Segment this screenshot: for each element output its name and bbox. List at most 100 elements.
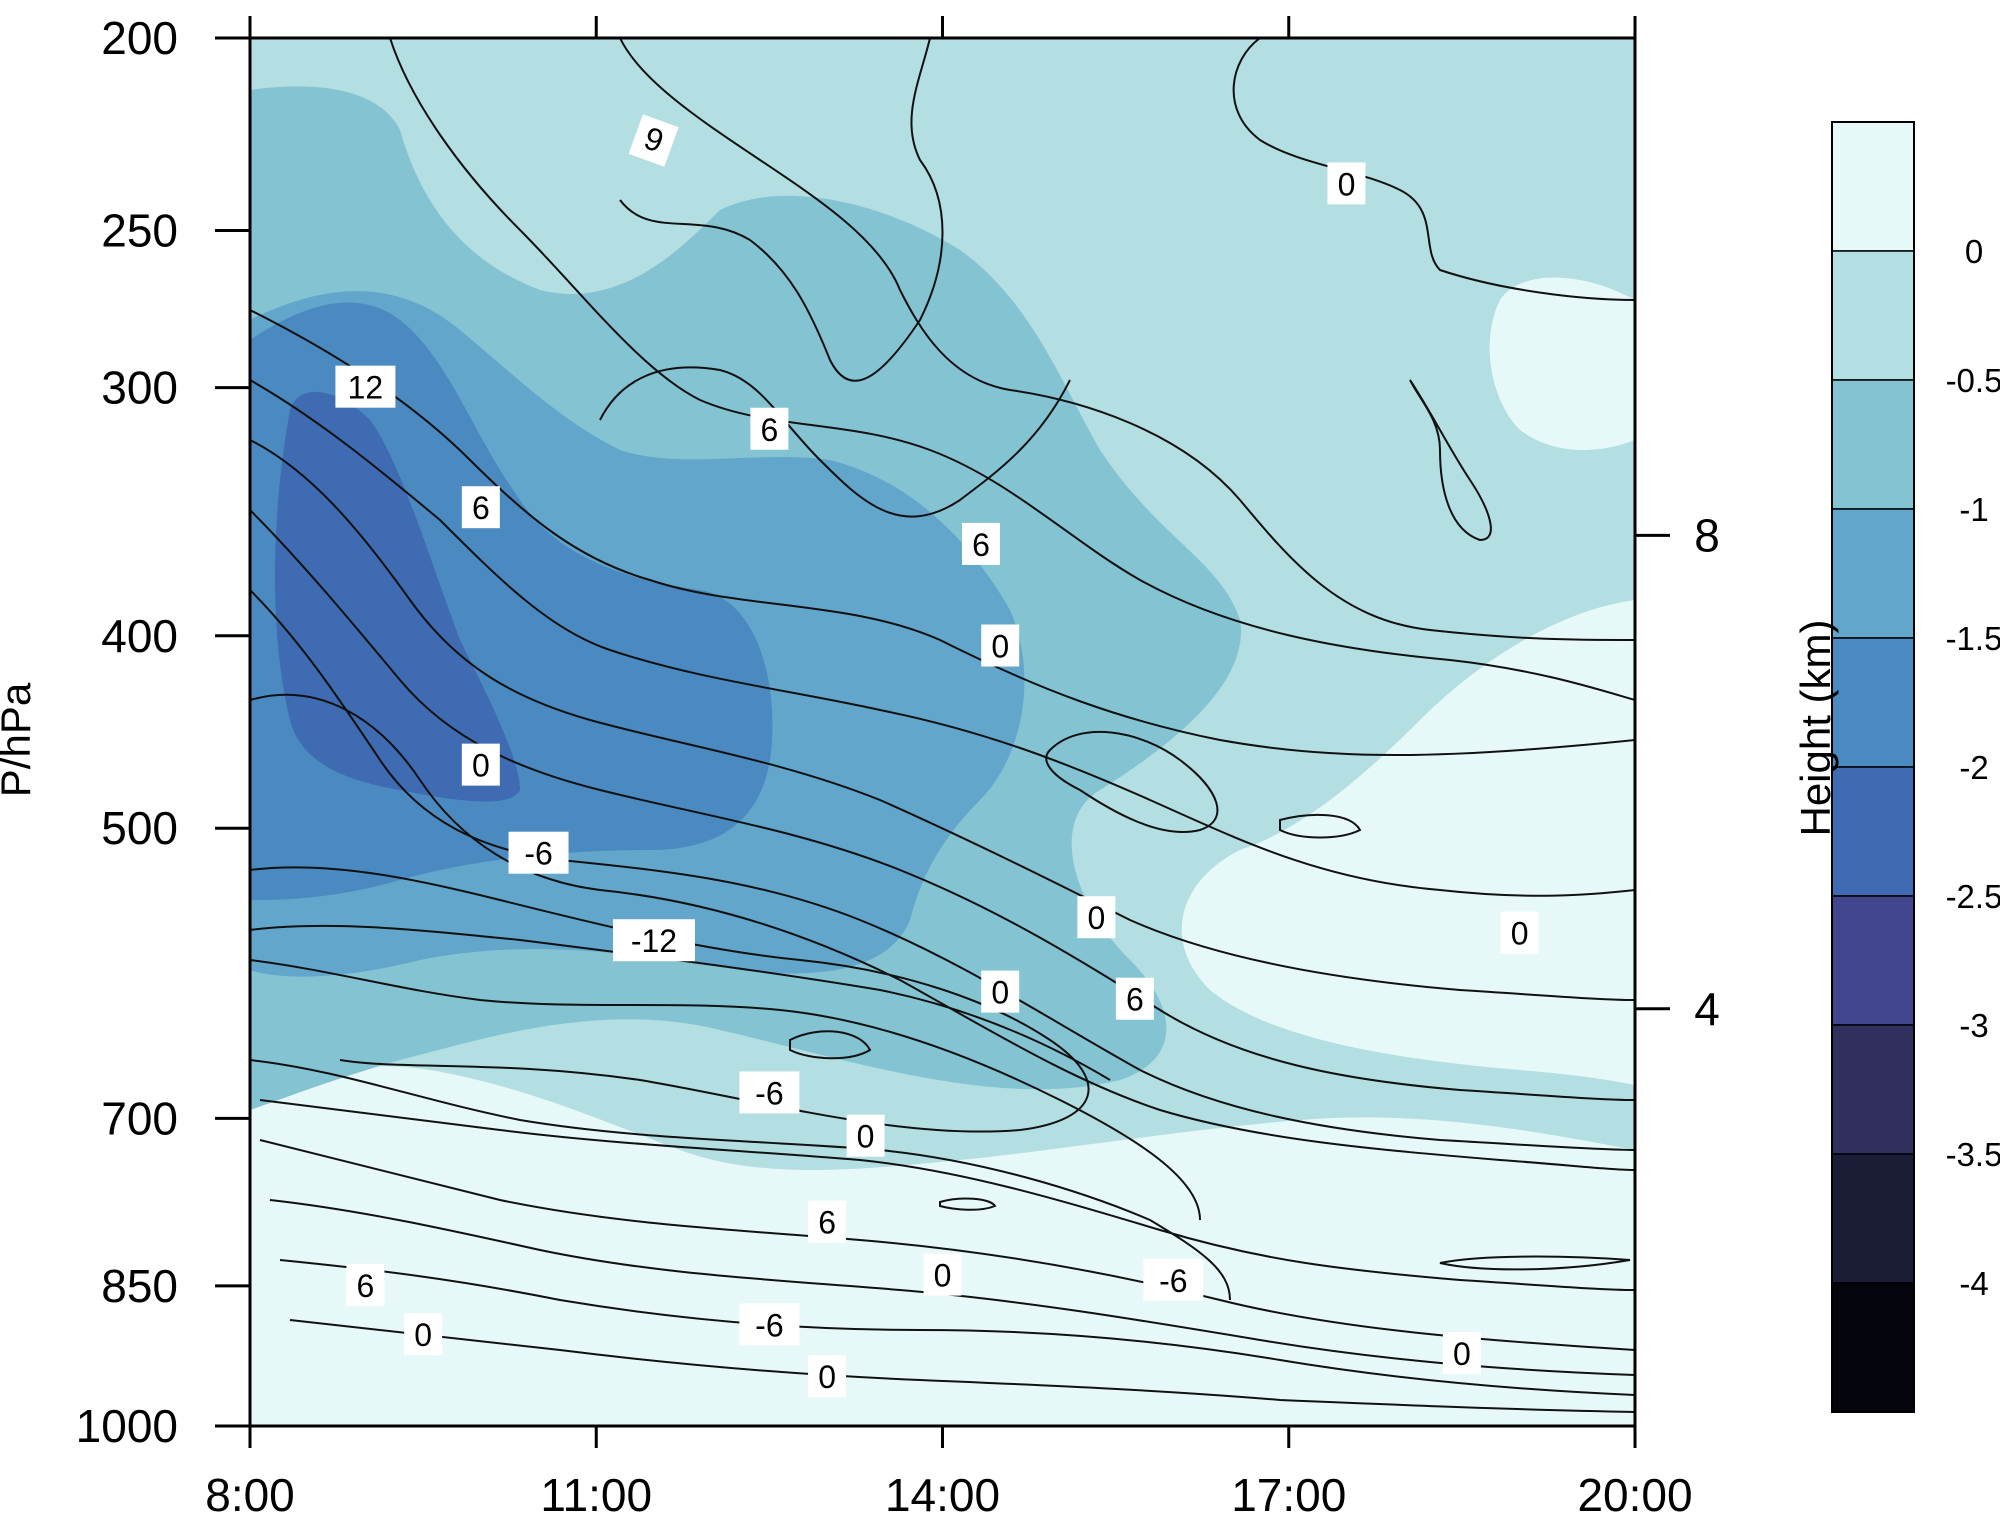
contour-label-text: 0: [818, 1359, 836, 1395]
contour-label-box: [335, 365, 396, 408]
contour-label-box: [612, 919, 695, 962]
y-tick-label: 1000: [76, 1400, 178, 1452]
contour-line: [250, 1059, 1231, 1301]
x-tick-label: 17:00: [1231, 1469, 1346, 1521]
contour-label: -6: [1143, 1258, 1204, 1301]
colorbar-level-label: -0.5: [1946, 362, 2000, 399]
contour-label-text: 0: [991, 628, 1009, 664]
y-tick-label: 850: [101, 1260, 178, 1312]
colorbar-swatch: [1831, 379, 1915, 510]
contour-line: [279, 1259, 1635, 1396]
contour-label: 0: [808, 1355, 847, 1398]
contour-line: [939, 1197, 997, 1211]
y-tick-label: 300: [101, 362, 178, 414]
contour-label-box: [808, 1355, 847, 1398]
contour-label-text: -6: [524, 836, 552, 872]
contour-line: [1232, 38, 1635, 301]
y-tick-label: 700: [101, 1092, 178, 1144]
contour-label: 6: [808, 1200, 847, 1243]
contour-label-box: [846, 1114, 885, 1157]
contour-label-text: 12: [348, 370, 384, 406]
contour-line: [289, 1319, 1635, 1413]
contour-label-box: [961, 522, 1000, 565]
contour-label-box: [1143, 1258, 1204, 1301]
contour-label-text: 0: [934, 1258, 952, 1294]
contour-line: [250, 509, 1635, 1101]
contour-label: 0: [1442, 1332, 1481, 1375]
contour-label: 12: [335, 365, 396, 408]
contour-label: 0: [1327, 162, 1366, 205]
contour-label: 0: [981, 970, 1020, 1013]
contour-label-box: [1115, 977, 1154, 1020]
fill-level-0-right: [1181, 600, 1635, 1085]
contour-label: 0: [404, 1313, 443, 1356]
fill-level-minus2.5: [275, 391, 520, 802]
contour-label-box: [628, 114, 679, 167]
contour-line: [269, 1199, 1635, 1376]
filled-contours: [250, 38, 1635, 1426]
contour-label-text: 6: [818, 1205, 836, 1241]
contour-line: [1279, 813, 1362, 839]
contour-label-box: [808, 1200, 847, 1243]
y-right-tick-label: 4: [1694, 983, 1720, 1035]
colorbar-swatch: [1831, 1282, 1915, 1413]
contour-label-text: -6: [755, 1075, 783, 1111]
contour-line: [259, 1099, 1635, 1291]
contour-label-box: [346, 1263, 385, 1306]
x-axis: 8:00 11:00 14:00 17:00 20:00: [205, 16, 1693, 1521]
contour-label-box: [1442, 1332, 1481, 1375]
colorbar: 0 -0.5 -1 -1.5 -2 -2.5 -3 -3.5 -4: [1831, 121, 2000, 1413]
contour-label-text: 0: [472, 748, 490, 784]
contour-label: -6: [739, 1071, 800, 1114]
contour-label-text: 0: [857, 1119, 875, 1155]
x-tick-label: 11:00: [540, 1469, 652, 1521]
colorbar-swatch: [1831, 121, 1915, 252]
contour-label-box: [1077, 896, 1116, 939]
colorbar-level-label: -1.5: [1946, 620, 2000, 657]
contour-label-text: 0: [1453, 1336, 1471, 1372]
contour-label-text: -12: [631, 923, 677, 959]
y-tick-label: 500: [101, 802, 178, 854]
contour-label-text: 0: [991, 975, 1009, 1011]
colorbar-swatch: [1831, 766, 1915, 897]
contour-line: [259, 1139, 1635, 1351]
colorbar-level-label: 0: [1965, 233, 1983, 270]
contour-label: 6: [1115, 977, 1154, 1020]
contour-line: [1045, 730, 1219, 833]
x-tick-label: 20:00: [1577, 1469, 1692, 1521]
contour-label-box: [739, 1303, 800, 1346]
contour-label: 6: [346, 1263, 385, 1306]
contour-label-text: 6: [357, 1268, 375, 1304]
contour-label: 0: [1077, 896, 1116, 939]
colorbar-swatch: [1831, 1153, 1915, 1284]
y-tick-label: 200: [101, 12, 178, 64]
contour-label-box: [981, 970, 1020, 1013]
contour-label: -12: [612, 919, 695, 962]
colorbar-swatch: [1831, 637, 1915, 768]
contour-label-box: [739, 1071, 800, 1114]
contour-label: 6: [961, 522, 1000, 565]
contour-label-text: 0: [1087, 900, 1105, 936]
contour-label-text: -6: [755, 1307, 783, 1343]
contour-label-box: [461, 743, 500, 786]
contour-label-text: 6: [1126, 982, 1144, 1018]
colorbar-level-label: -2: [1959, 749, 1988, 786]
contour-label-box: [404, 1313, 443, 1356]
contour-label: 0: [981, 624, 1020, 667]
contour-line: [250, 309, 1635, 756]
contour-line: [250, 866, 1090, 1133]
contour-line: [389, 38, 1635, 701]
contour-line: [789, 1030, 872, 1060]
contour-label-text: 0: [1338, 166, 1356, 202]
line-contours: [250, 38, 1635, 1413]
contour-line: [619, 38, 944, 382]
fill-level-0-topright: [1489, 277, 1635, 450]
contour-label: 0: [846, 1114, 885, 1157]
contour-label-box: [461, 486, 500, 529]
fill-level-0-lower: [250, 1066, 1635, 1426]
contour-label-box: [923, 1253, 962, 1296]
contour-label-text: 0: [1511, 916, 1529, 952]
y-tick-label: 250: [101, 204, 178, 256]
contour-label-box: [1500, 911, 1539, 954]
x-tick-label: 8:00: [205, 1469, 295, 1521]
